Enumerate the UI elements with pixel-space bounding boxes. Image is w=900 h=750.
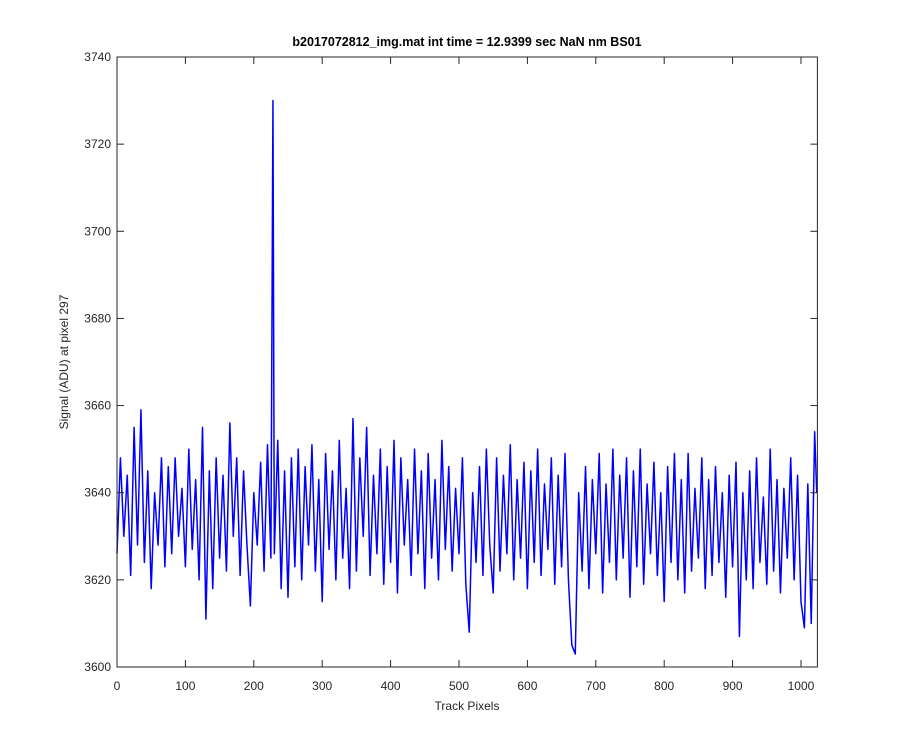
x-tick-label: 400 xyxy=(381,679,401,693)
x-tick-label: 700 xyxy=(586,679,606,693)
plot-frame xyxy=(116,56,818,668)
x-axis-label: Track Pixels xyxy=(435,699,500,713)
x-tick-label: 0 xyxy=(114,679,121,693)
y-tick-label: 3720 xyxy=(84,137,111,151)
y-tick-label: 3620 xyxy=(84,573,111,587)
y-tick-label: 3740 xyxy=(84,50,111,64)
x-tick-label: 300 xyxy=(312,679,332,693)
y-tick-label: 3680 xyxy=(84,311,111,325)
data-line xyxy=(116,99,818,655)
y-tick-label: 3600 xyxy=(84,660,111,674)
chart-title: b2017072812_img.mat int time = 12.9399 s… xyxy=(292,35,641,49)
y-tick-label: 3700 xyxy=(84,224,111,238)
y-tick-label: 3660 xyxy=(84,399,111,413)
x-tick-label: 1000 xyxy=(788,679,815,693)
x-tick-label: 900 xyxy=(723,679,743,693)
x-tick-label: 200 xyxy=(244,679,264,693)
x-tick-label: 800 xyxy=(654,679,674,693)
y-tick-label: 3640 xyxy=(84,486,111,500)
x-tick-label: 500 xyxy=(449,679,469,693)
x-tick-label: 600 xyxy=(517,679,537,693)
x-tick-label: 100 xyxy=(175,679,195,693)
y-axis-label: Signal (ADU) at pixel 297 xyxy=(57,294,71,429)
